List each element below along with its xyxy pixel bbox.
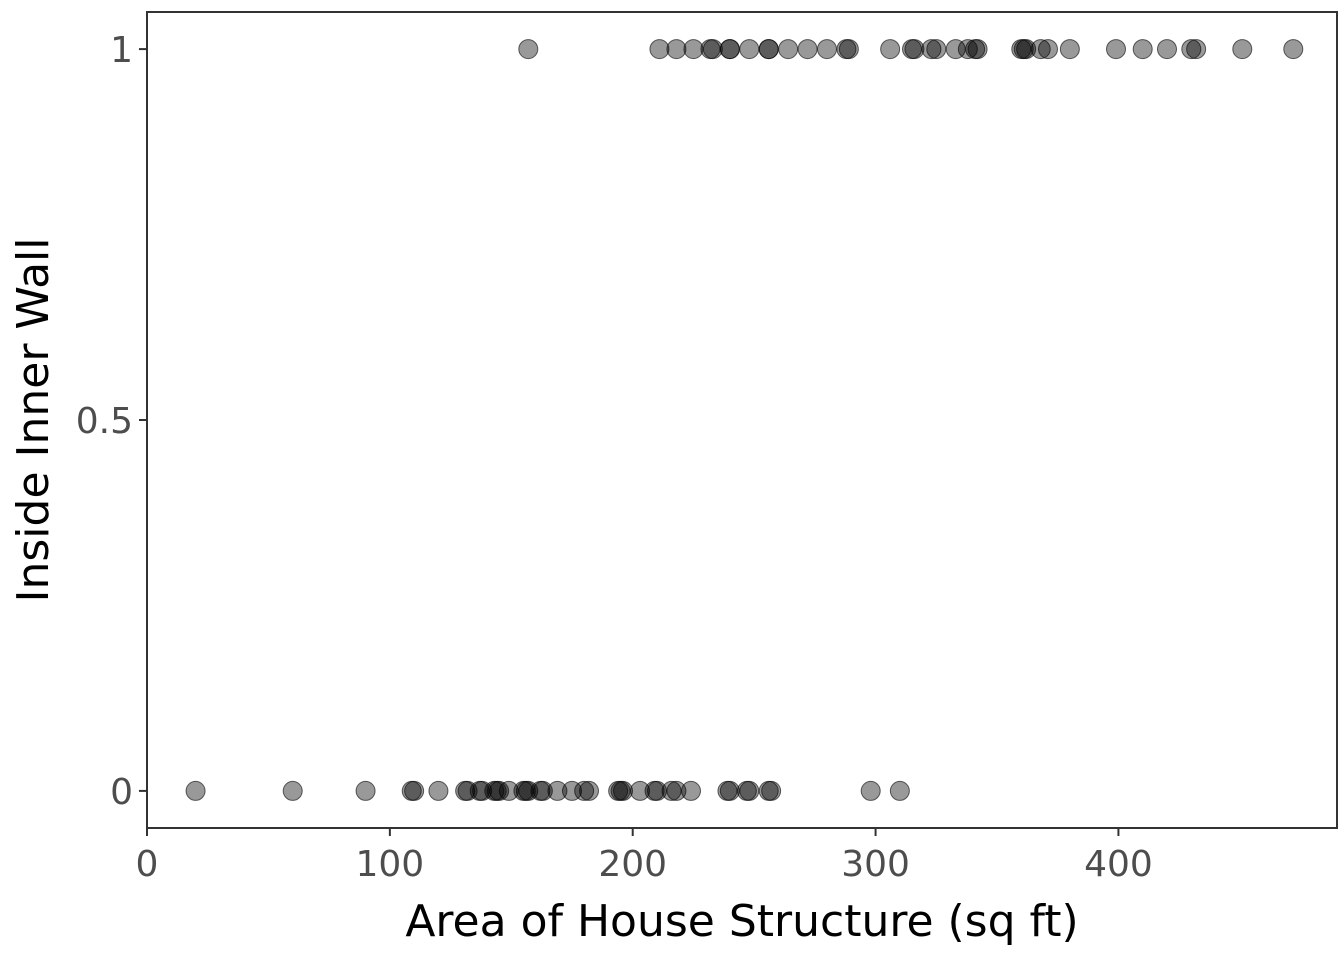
data-point	[404, 780, 425, 801]
data-point	[1059, 39, 1080, 60]
data-point	[428, 780, 449, 801]
data-point	[630, 780, 650, 801]
data-point	[719, 780, 740, 801]
data-point	[1030, 39, 1051, 60]
data-point	[683, 39, 704, 60]
data-points	[185, 39, 1304, 801]
data-point	[518, 780, 539, 801]
data-point	[758, 39, 779, 60]
x-tick-label: 200	[598, 844, 667, 885]
data-point	[838, 39, 859, 60]
data-point	[702, 39, 723, 60]
data-point	[904, 39, 925, 60]
data-point	[1016, 39, 1037, 60]
x-tick-label: 300	[841, 844, 910, 885]
x-axis-title: Area of House Structure (sq ft)	[405, 896, 1078, 947]
data-point	[532, 780, 553, 801]
data-point	[282, 780, 303, 801]
data-point	[761, 780, 782, 801]
data-point	[1186, 39, 1207, 60]
x-tick-label: 100	[355, 844, 424, 885]
data-point	[719, 39, 740, 60]
data-point	[880, 39, 901, 60]
data-point	[860, 780, 881, 801]
data-point	[562, 780, 582, 801]
data-point	[739, 39, 760, 60]
data-point	[666, 780, 687, 801]
x-axis: 0 100 200 300 400	[136, 828, 1153, 885]
data-point	[649, 39, 670, 60]
y-axis: 00.51	[76, 30, 147, 813]
y-tick-label: 1	[110, 30, 133, 71]
data-point	[1038, 39, 1058, 60]
data-point	[1283, 39, 1304, 60]
data-point	[666, 39, 687, 60]
data-point	[1132, 39, 1153, 60]
y-tick-label: 0.5	[76, 401, 133, 442]
data-point	[518, 39, 539, 60]
data-point	[1106, 39, 1126, 60]
y-tick-label: 0	[110, 772, 133, 813]
y-axis-title: Inside Inner Wall	[8, 238, 59, 603]
data-point	[739, 780, 760, 801]
data-point	[889, 780, 910, 801]
data-point	[574, 780, 595, 801]
data-point	[613, 780, 633, 801]
data-point	[1157, 39, 1177, 60]
data-point	[921, 39, 942, 60]
data-point	[185, 780, 206, 801]
x-tick-label: 0	[136, 844, 159, 885]
data-point	[547, 780, 568, 801]
data-point	[967, 39, 988, 60]
x-tick-label: 400	[1084, 844, 1153, 885]
data-point	[579, 780, 599, 801]
data-point	[472, 780, 493, 801]
data-point	[1232, 39, 1253, 60]
data-point	[817, 39, 837, 60]
data-point	[1181, 39, 1202, 60]
plot-panel	[146, 11, 1338, 829]
data-point	[926, 39, 947, 60]
data-point	[355, 780, 376, 801]
data-point	[778, 39, 799, 60]
data-point	[681, 780, 701, 801]
data-point	[457, 780, 478, 801]
data-point	[797, 39, 818, 60]
